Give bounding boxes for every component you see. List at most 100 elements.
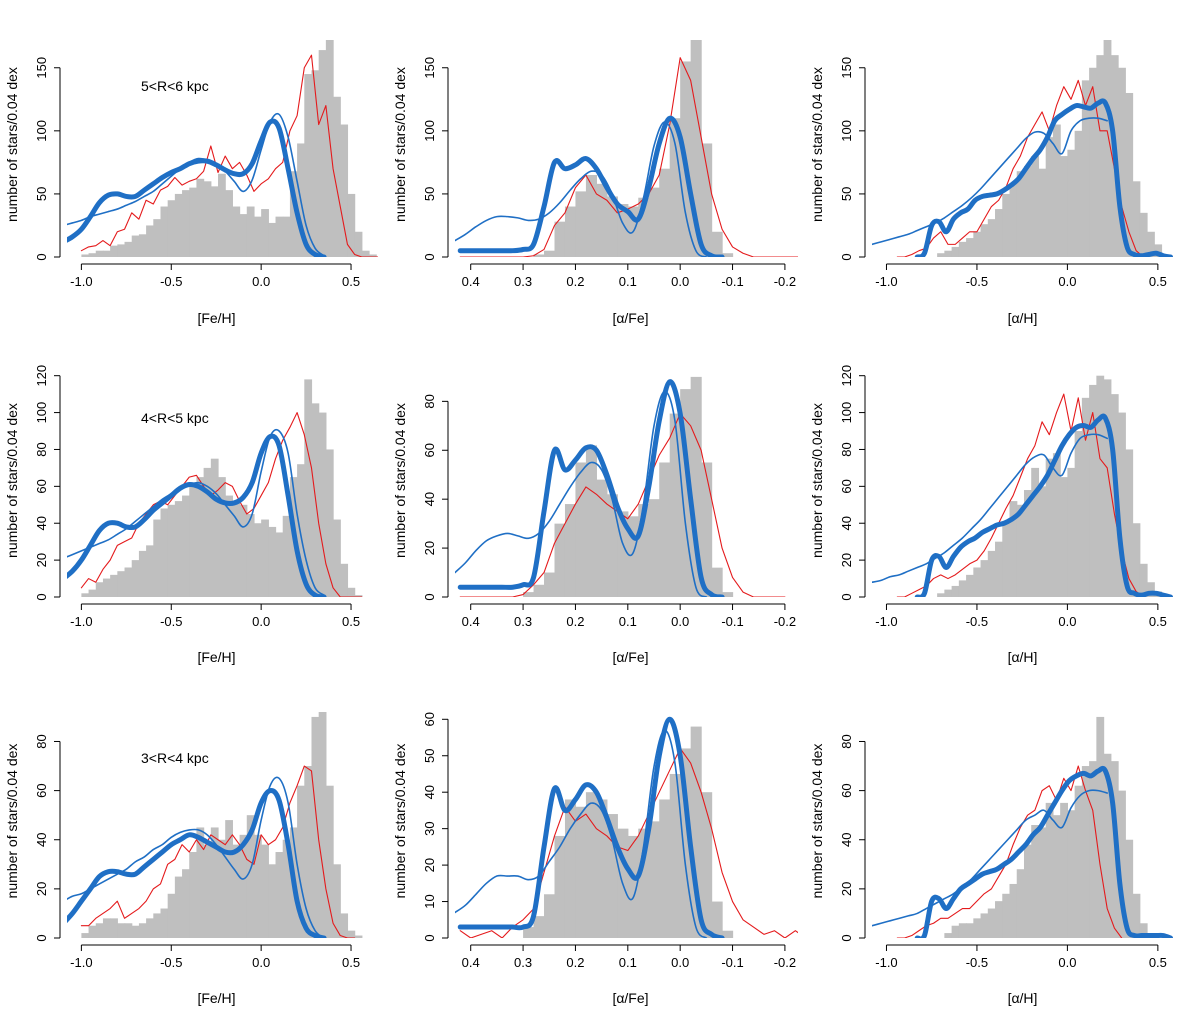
red-line xyxy=(80,412,363,597)
histogram-bar xyxy=(1132,893,1141,938)
histogram-bar xyxy=(1023,844,1032,938)
histogram-bar xyxy=(680,748,692,938)
histogram-bar xyxy=(196,178,205,257)
histogram-bar xyxy=(596,183,608,257)
x-axis-label: [α/H] xyxy=(1008,649,1038,665)
histogram-bar xyxy=(1139,923,1148,938)
histogram-bar xyxy=(669,118,681,257)
histogram-bar xyxy=(523,592,535,597)
blue-thick-curve xyxy=(67,433,327,597)
histogram-bar xyxy=(297,785,305,938)
histogram-bar xyxy=(1016,171,1025,257)
blue-thick-curve xyxy=(67,788,327,938)
y-tick-label: 80 xyxy=(34,442,49,456)
histogram-bar xyxy=(253,523,262,597)
x-axis-label: [α/Fe] xyxy=(612,990,648,1006)
x-tick-label: 0.0 xyxy=(671,614,689,629)
histogram-bar xyxy=(333,96,341,257)
histogram-bar xyxy=(973,918,982,938)
histogram-bar xyxy=(701,462,713,597)
histogram-bar xyxy=(1103,379,1112,597)
histogram-bar xyxy=(1060,156,1068,257)
histogram-bar xyxy=(1038,827,1047,938)
histogram-bar xyxy=(153,913,162,938)
histogram-bar xyxy=(304,766,313,938)
histogram-bar xyxy=(124,567,133,597)
histogram-bar xyxy=(347,930,356,938)
x-axis-label: [Fe/H] xyxy=(197,310,235,326)
histogram-bar xyxy=(297,464,305,597)
y-tick-label: 60 xyxy=(839,783,854,797)
histogram-bar xyxy=(210,827,219,938)
y-tick-label: 20 xyxy=(422,858,437,872)
histogram-bar xyxy=(196,477,205,597)
histogram-bar xyxy=(246,815,255,938)
panel-1-0: -1.0 -0.5 0.0 0.5 0 20 40 60 80 100 120 [Fe/H] numbe… xyxy=(4,365,363,665)
y-tick-label: 40 xyxy=(34,833,49,847)
y-tick-label: 60 xyxy=(839,479,854,493)
histogram-bar xyxy=(1016,869,1025,938)
histogram-bar xyxy=(1125,449,1134,597)
x-axis-label: [α/H] xyxy=(1008,310,1038,326)
histogram-bar xyxy=(575,462,587,597)
y-tick-label: 50 xyxy=(34,187,49,201)
histogram-bar xyxy=(160,206,169,257)
histogram-bar xyxy=(1023,490,1032,597)
x-tick-label: 0.2 xyxy=(566,955,584,970)
histogram-bar xyxy=(951,585,960,597)
histogram-bar xyxy=(189,852,198,938)
x-tick-label: -0.1 xyxy=(721,955,743,970)
histogram-bar xyxy=(596,479,608,597)
histogram-bar xyxy=(958,241,967,257)
histogram-bar xyxy=(203,181,212,257)
x-tick-label: 0.3 xyxy=(514,274,532,289)
histogram-bar xyxy=(987,908,996,938)
histogram-bar xyxy=(585,792,597,938)
histogram-bar xyxy=(973,567,982,597)
x-tick-label: 0.1 xyxy=(619,614,637,629)
plot-area xyxy=(455,716,798,938)
histogram-bar xyxy=(1154,244,1163,257)
panel-label: 4<R<5 kpc xyxy=(141,410,209,426)
y-tick-label: 80 xyxy=(839,442,854,456)
histogram-bar xyxy=(669,413,681,597)
histogram-bar xyxy=(232,844,241,938)
histogram-bar xyxy=(638,504,650,597)
blue-thick-curve xyxy=(457,115,725,257)
x-axis-label: [Fe/H] xyxy=(197,649,235,665)
histogram-bar xyxy=(1060,477,1068,597)
histogram-bar xyxy=(174,501,183,597)
histogram-bar xyxy=(210,186,219,257)
y-tick-label: 60 xyxy=(422,443,437,457)
histogram-bar xyxy=(627,835,639,938)
histogram-bar xyxy=(944,250,953,257)
y-axis-label: number of stars/0.04 dex xyxy=(4,403,20,558)
histogram-bar xyxy=(275,852,284,938)
histogram-bar xyxy=(261,209,269,257)
y-tick-label: 0 xyxy=(839,253,854,260)
histogram-bar xyxy=(117,244,126,257)
y-tick-label: 0 xyxy=(34,593,49,600)
histogram-bar xyxy=(711,901,723,938)
histogram-bar xyxy=(711,567,723,597)
plot-area xyxy=(67,712,363,938)
red-line xyxy=(459,57,798,257)
histogram-bar xyxy=(218,477,226,597)
histogram-bar xyxy=(638,828,650,938)
histogram-bar xyxy=(1023,166,1032,257)
histogram-bar xyxy=(1074,130,1083,257)
histogram-bar xyxy=(1038,486,1047,597)
histogram-bar xyxy=(980,224,989,257)
y-tick-label: 60 xyxy=(34,783,49,797)
histogram-bar xyxy=(944,933,953,938)
histogram-bar xyxy=(1074,785,1083,938)
histogram-bar xyxy=(606,494,618,597)
histogram-bar xyxy=(1125,839,1134,938)
histogram-bar xyxy=(225,495,233,597)
x-tick-label: -1.0 xyxy=(70,614,92,629)
histogram-bar xyxy=(711,231,723,257)
y-tick-label: 60 xyxy=(422,712,437,726)
histogram-bar xyxy=(167,200,176,257)
blue-thick-curve xyxy=(914,413,1174,597)
histogram-bar xyxy=(81,593,90,597)
